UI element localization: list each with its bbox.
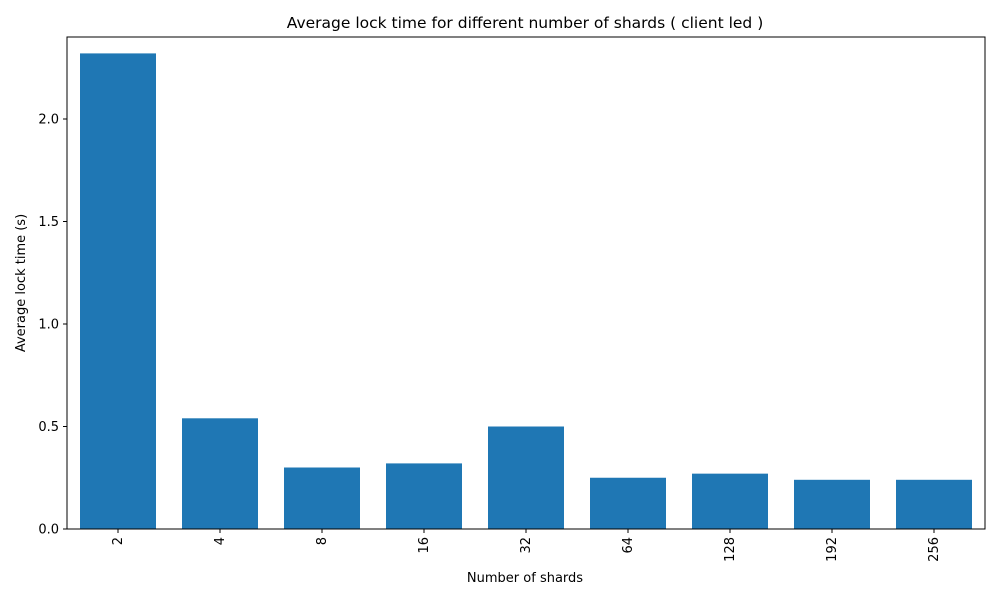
x-tick-label: 16 [417, 537, 432, 554]
x-tick-label: 64 [621, 537, 636, 554]
x-tick-label: 4 [213, 537, 228, 545]
plot-frame [66, 36, 986, 530]
y-tick-label: 0.0 [38, 523, 59, 538]
x-axis-ticks: 2 4 8 16 32 64 128 192 256 [111, 529, 942, 562]
y-axis-ticks: 0.0 0.5 1.0 1.5 2.0 [38, 113, 67, 538]
x-axis-label: Number of shards [467, 571, 583, 586]
bar-4 [182, 418, 258, 529]
bar-256 [896, 479, 972, 529]
x-tick-label: 256 [927, 537, 942, 562]
x-tick-label: 128 [723, 537, 738, 562]
bar-32 [488, 426, 564, 529]
x-tick-label: 32 [519, 537, 534, 554]
bar-16 [386, 463, 462, 529]
y-tick-label: 2.0 [38, 113, 59, 128]
x-tick-label: 8 [315, 537, 330, 545]
bar-8 [284, 467, 360, 529]
chart-title: Average lock time for different number o… [287, 14, 764, 32]
plot-area [80, 53, 972, 530]
bar-64 [590, 477, 666, 529]
y-tick-label: 0.5 [38, 420, 59, 435]
y-tick-label: 1.5 [38, 215, 59, 230]
bar-2 [80, 53, 156, 530]
x-tick-label: 2 [111, 537, 126, 545]
x-tick-label: 192 [825, 537, 840, 562]
bar-192 [794, 479, 870, 529]
bar-128 [692, 473, 768, 529]
y-axis-label: Average lock time (s) [14, 214, 29, 352]
y-tick-label: 1.0 [38, 318, 59, 333]
